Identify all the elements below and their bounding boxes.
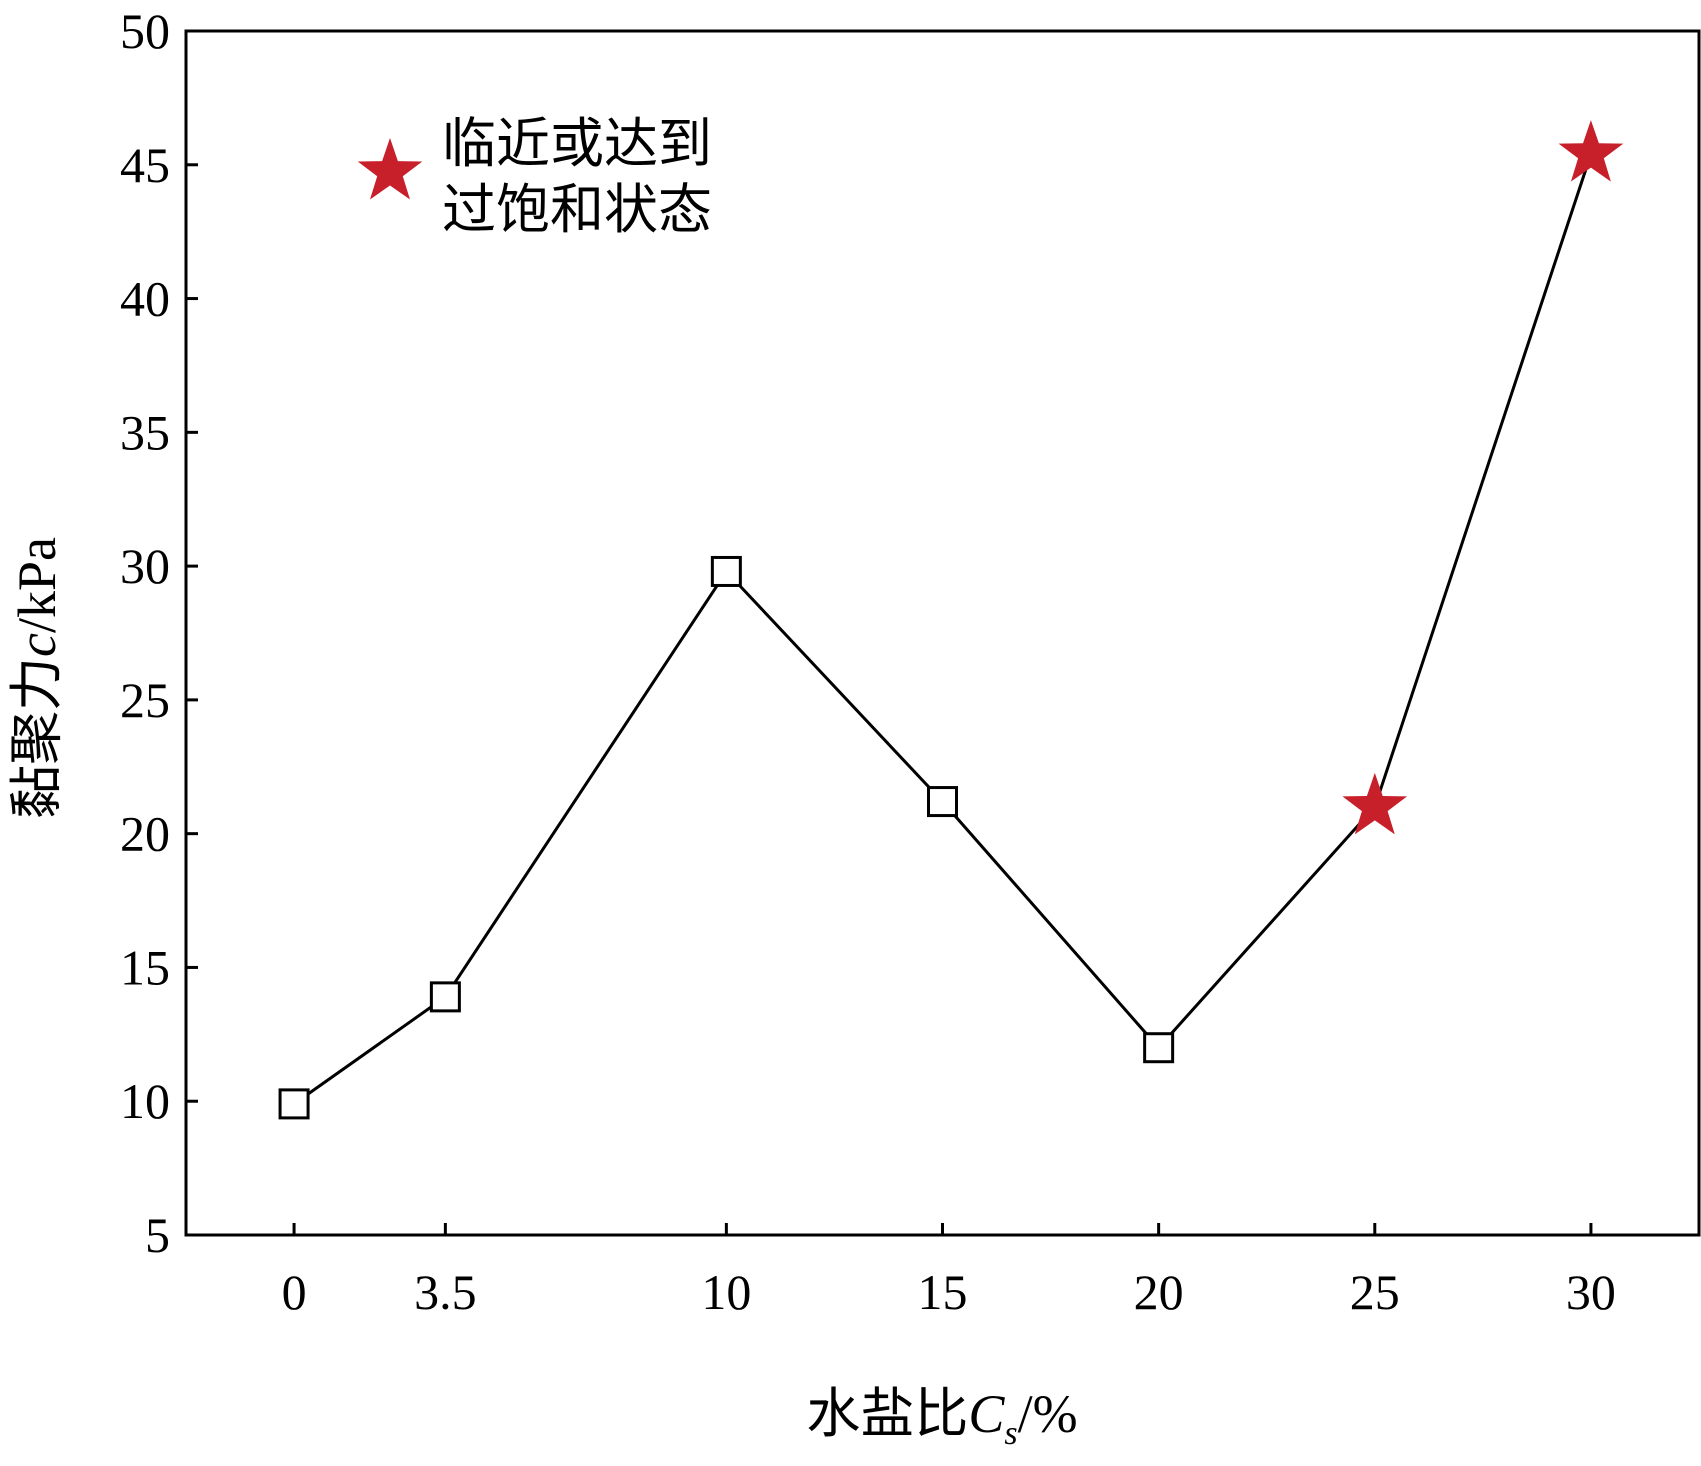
x-tick-label: 20 — [1134, 1264, 1184, 1320]
data-point-square — [429, 981, 461, 1013]
x-axis-ticks: 0 3.5 10 15 20 25 30 — [282, 1223, 1616, 1320]
y-tick-label: 30 — [120, 538, 170, 594]
x-tick-label: 15 — [918, 1264, 968, 1320]
plot-frame — [184, 29, 1701, 1237]
y-tick-label: 35 — [120, 404, 170, 460]
legend-label-line-1: 临近或达到 — [442, 112, 712, 175]
data-point-square — [278, 1088, 310, 1120]
x-tick-label: 3.5 — [414, 1264, 477, 1320]
y-tick-label: 15 — [120, 939, 170, 995]
y-tick-label: 25 — [120, 672, 170, 728]
x-tick-label: 10 — [701, 1264, 751, 1320]
y-tick-label: 50 — [120, 3, 170, 59]
y-axis-ticks: 5 10 15 20 25 30 35 40 45 50 — [120, 3, 198, 1263]
data-point-square — [927, 786, 958, 818]
x-tick-label: 25 — [1350, 1264, 1400, 1320]
series-line — [293, 153, 1593, 1106]
x-tick-label: 0 — [282, 1264, 307, 1320]
y-tick-label: 45 — [120, 137, 170, 193]
y-tick-label: 20 — [120, 806, 170, 862]
data-markers — [278, 120, 1624, 1120]
x-tick-label: 30 — [1566, 1264, 1616, 1320]
y-tick-label: 40 — [120, 271, 170, 327]
legend-star-icon — [357, 138, 423, 200]
data-point-square — [1143, 1032, 1175, 1064]
y-tick-label: 10 — [120, 1073, 170, 1129]
data-point-square — [710, 555, 742, 587]
y-tick-label: 5 — [145, 1207, 170, 1263]
x-axis-title: 水盐比Cs/% — [806, 1384, 1077, 1452]
y-axis-title: 黏聚力c/kPa — [7, 537, 67, 819]
data-point-star — [1558, 120, 1624, 182]
legend: 临近或达到 过饱和状态 — [357, 112, 712, 241]
legend-label-line-2: 过饱和状态 — [442, 178, 712, 241]
data-point-star — [1342, 772, 1408, 835]
